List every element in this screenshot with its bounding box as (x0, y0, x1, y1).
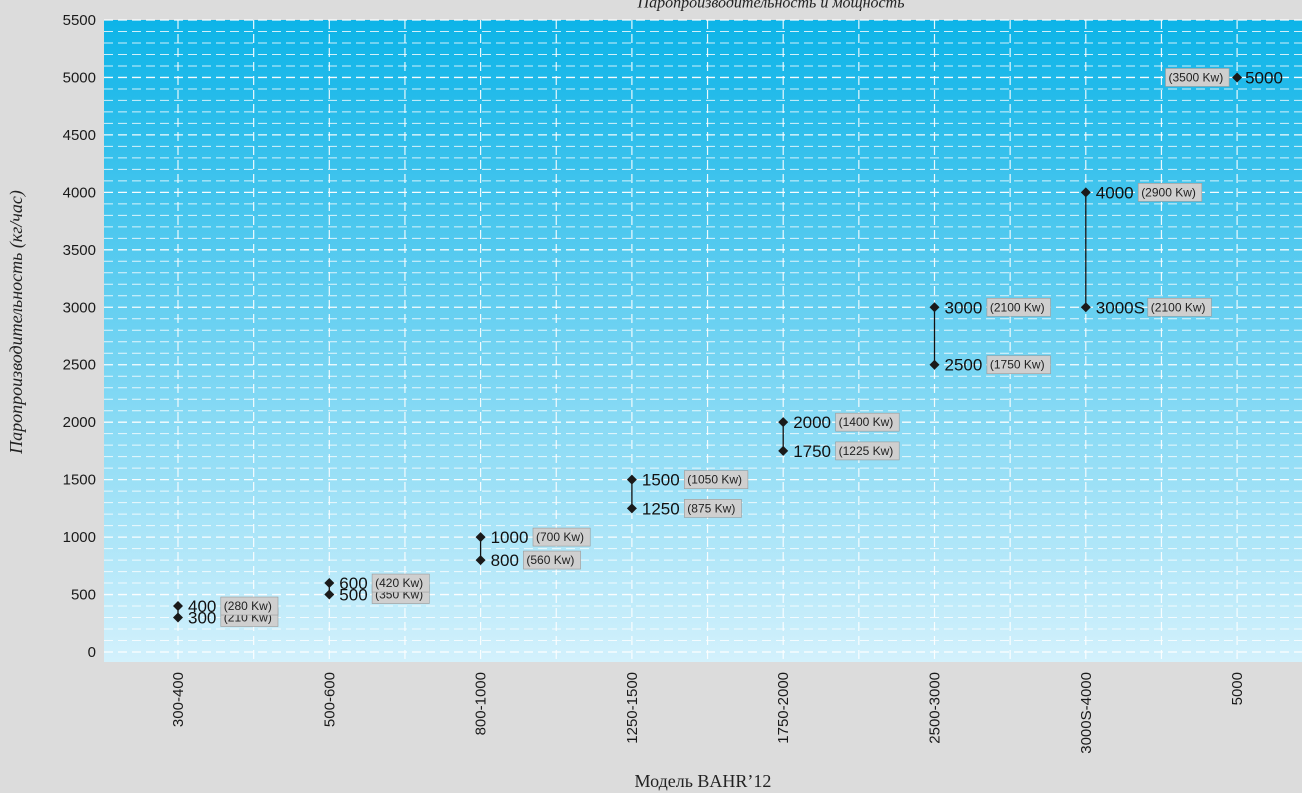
y-tick-label: 2000 (63, 414, 96, 431)
power-label-box (1147, 297, 1212, 317)
power-label-box (986, 297, 1051, 317)
data-point-label: 800 (491, 551, 519, 570)
data-marks: 300 (210 Kw)400 (280 Kw)500 (350 Kw)600 (420… (173, 68, 1283, 628)
power-label: (2900 Kw) (1141, 185, 1196, 199)
x-tick-label: 3000S-4000 (1078, 672, 1095, 754)
y-tick-label: 2500 (63, 357, 96, 374)
data-point-label: 1500 (642, 471, 680, 490)
x-tick-label: 1750-2000 (775, 672, 792, 744)
power-label: (2100 Kw) (1151, 300, 1206, 314)
data-point-marker (475, 532, 486, 543)
chart-title: Паропроизводительность и мощность (637, 0, 905, 12)
data-point-marker (626, 503, 637, 514)
power-label-box (835, 441, 900, 461)
data-point-label: 1000 (491, 528, 529, 547)
y-axis-label: Паропроизводительность (кг/час) (6, 190, 27, 455)
power-label-box (1165, 68, 1230, 87)
data-point-marker (1080, 302, 1091, 313)
data-point-marker (778, 417, 789, 428)
data-point-marker (1080, 187, 1091, 198)
data-point-label: 300 (188, 609, 216, 628)
y-tick-label: 1000 (63, 529, 96, 546)
x-tick-label: 300-400 (170, 672, 187, 727)
x-tick-label: 1250-1500 (624, 672, 641, 744)
power-label: (3500 Kw) (1169, 70, 1224, 84)
power-label-box (1137, 183, 1203, 202)
y-axis: 0 500 1000 1500 2000 2500 3000 3500 4000 4500 5000… (63, 12, 96, 661)
x-tick-label: 5000 (1229, 672, 1246, 705)
data-point-label: 4000 (1096, 183, 1134, 202)
data-point-label: 600 (339, 574, 367, 593)
data-point-marker (929, 359, 940, 370)
power-label: (560 Kw) (526, 553, 574, 567)
data-point-marker (324, 589, 335, 600)
y-tick-label: 4000 (63, 184, 96, 201)
y-tick-label: 3500 (63, 242, 96, 259)
power-label-box (220, 596, 279, 616)
power-label: (1400 Kw) (839, 415, 894, 429)
x-tick-label: 2500-3000 (927, 672, 944, 744)
x-axis: 300-400 500-600 800-1000 1250-1500 1750-2000… (170, 672, 1246, 754)
x-axis-label: Модель BAHR’12 (635, 771, 772, 791)
power-label: (875 Kw) (687, 501, 735, 515)
data-point-marker (324, 578, 335, 589)
y-tick-label: 5500 (63, 12, 96, 29)
data-point-label: 1250 (642, 499, 680, 518)
y-tick-label: 3000 (63, 299, 96, 316)
power-label: (1750 Kw) (990, 358, 1045, 372)
y-tick-label: 4500 (63, 127, 96, 144)
y-tick-label: 1500 (63, 472, 96, 489)
y-tick-label: 500 (71, 587, 96, 604)
x-tick-label: 500-600 (321, 672, 338, 727)
power-label: (700 Kw) (536, 530, 584, 544)
data-point-marker (626, 474, 637, 485)
y-tick-label: 0 (88, 644, 96, 661)
power-label: (1050 Kw) (687, 473, 742, 487)
plot-area (104, 20, 1302, 662)
data-point-label: 5000 (1245, 68, 1283, 87)
power-label: (280 Kw) (224, 599, 272, 613)
data-point-label: 3000 (945, 298, 983, 317)
data-point-label: 3000S (1096, 298, 1145, 317)
data-point-label: 2000 (793, 413, 831, 432)
y-tick-label: 5000 (63, 69, 96, 86)
power-label-box (532, 527, 591, 547)
data-point-label: 500 (339, 586, 367, 605)
power-label-box (835, 412, 900, 432)
data-point-marker (929, 302, 940, 313)
power-label: (1225 Kw) (839, 444, 894, 458)
power-label-box (371, 573, 430, 593)
data-point-marker (475, 555, 486, 566)
power-label: (420 Kw) (375, 576, 423, 590)
data-point-label: 1750 (793, 442, 831, 461)
data-point-marker (173, 601, 183, 612)
power-label: (2100 Kw) (990, 300, 1045, 314)
data-point-label: 2500 (945, 356, 983, 375)
power-label-box (683, 499, 742, 518)
data-point-label: 400 (188, 597, 216, 616)
power-label-box (523, 550, 581, 570)
data-point-marker (1232, 72, 1243, 83)
power-label-box (683, 470, 749, 489)
power-label-box (986, 355, 1051, 375)
data-point-marker (778, 445, 789, 456)
data-point-marker (173, 612, 183, 623)
x-tick-label: 800-1000 (473, 672, 490, 735)
